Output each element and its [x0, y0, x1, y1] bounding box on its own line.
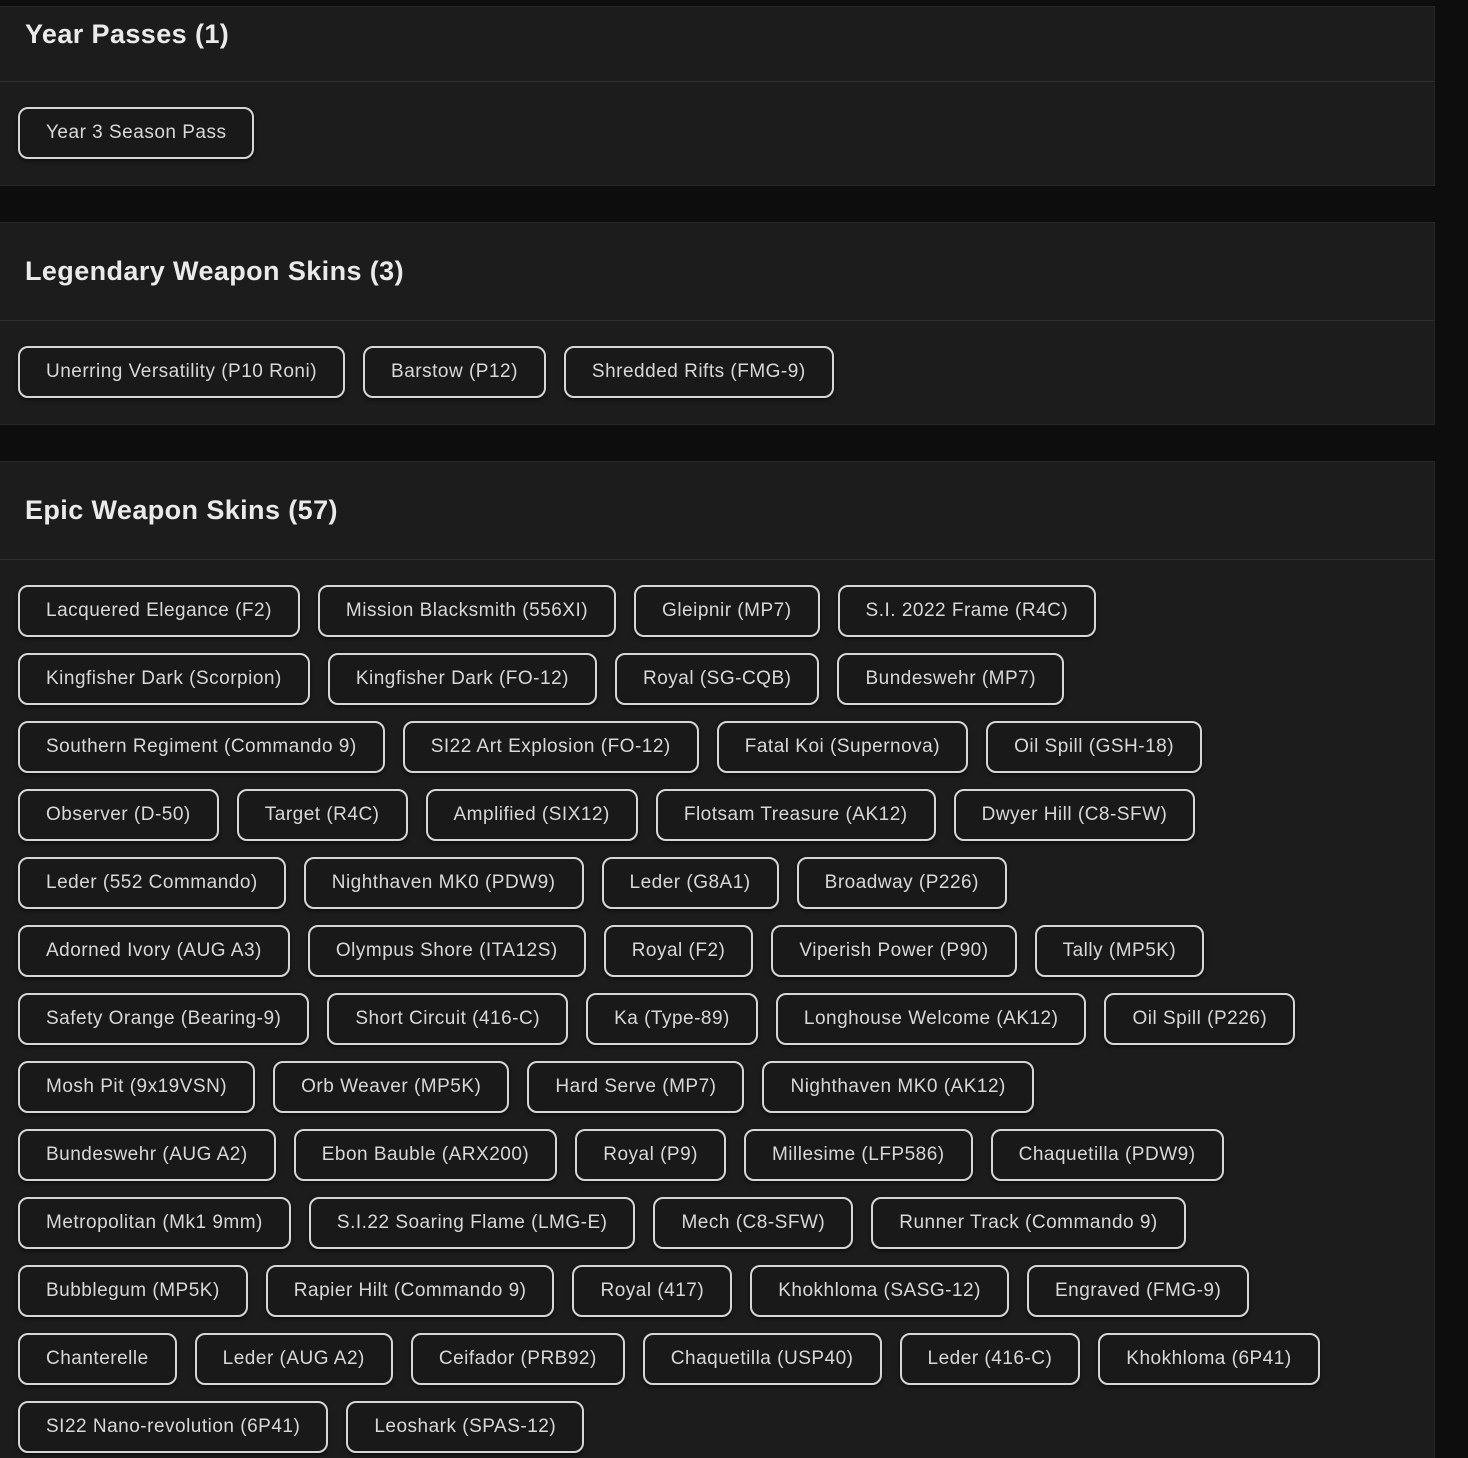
item-chip[interactable]: Leder (AUG A2) — [194, 1333, 393, 1385]
item-chip[interactable]: Royal (F2) — [603, 925, 754, 977]
item-chip[interactable]: Barstow (P12) — [363, 346, 546, 398]
item-chip[interactable]: Flotsam Treasure (AK12) — [655, 789, 936, 841]
chip-row: Lacquered Elegance (F2) Mission Blacksmit… — [18, 585, 1416, 637]
item-chip[interactable]: Leoshark (SPAS-12) — [346, 1401, 585, 1453]
section-items: Unerring Versatility (P10 Roni) Barstow (… — [0, 321, 1434, 424]
item-chip[interactable]: Leder (552 Commando) — [18, 857, 286, 909]
item-chip[interactable]: Ebon Bauble (ARX200) — [293, 1129, 558, 1181]
item-chip[interactable]: Unerring Versatility (P10 Roni) — [18, 346, 346, 398]
item-chip[interactable]: Shredded Rifts (FMG-9) — [563, 346, 834, 398]
section-card-epic-weapon-skins: Epic Weapon Skins (57) Lacquered Elegance… — [0, 461, 1435, 1458]
item-chip[interactable]: Safety Orange (Bearing-9) — [18, 993, 310, 1045]
item-chip[interactable]: Chaquetilla (PDW9) — [990, 1129, 1224, 1181]
item-chip[interactable]: Oil Spill (P226) — [1104, 993, 1296, 1045]
item-chip[interactable]: Leder (416-C) — [899, 1333, 1081, 1385]
item-chip[interactable]: Chaquetilla (USP40) — [642, 1333, 882, 1385]
item-chip[interactable]: Khokhloma (SASG-12) — [750, 1265, 1009, 1317]
section-header: Epic Weapon Skins (57) — [0, 462, 1434, 560]
item-chip[interactable]: Short Circuit (416-C) — [327, 993, 569, 1045]
item-chip[interactable]: Chanterelle — [18, 1333, 177, 1385]
item-chip[interactable]: Mission Blacksmith (556XI) — [317, 585, 617, 637]
item-chip[interactable]: Royal (417) — [572, 1265, 733, 1317]
chip-row: SI22 Nano-revolution (6P41) Leoshark (SPA… — [18, 1401, 1416, 1453]
section-card-legendary-weapon-skins: Legendary Weapon Skins (3) Unerring Versa… — [0, 222, 1435, 425]
item-chip[interactable]: Engraved (FMG-9) — [1026, 1265, 1250, 1317]
item-chip[interactable]: Gleipnir (MP7) — [634, 585, 820, 637]
section-header: Year Passes (1) — [0, 7, 1434, 82]
chip-row: Bubblegum (MP5K) Rapier Hilt (Commando 9)… — [18, 1265, 1416, 1317]
chip-row: Observer (D-50) Target (R4C) Amplified (SI… — [18, 789, 1416, 841]
item-chip[interactable]: Bubblegum (MP5K) — [18, 1265, 248, 1317]
chip-row: Unerring Versatility (P10 Roni) Barstow (… — [18, 346, 1416, 398]
item-chip[interactable]: Bundeswehr (AUG A2) — [18, 1129, 276, 1181]
section-items: Lacquered Elegance (F2) Mission Blacksmit… — [0, 560, 1434, 1458]
item-chip[interactable]: Observer (D-50) — [18, 789, 219, 841]
chip-row: Bundeswehr (AUG A2) Ebon Bauble (ARX200) R… — [18, 1129, 1416, 1181]
chip-row: Chanterelle Leder (AUG A2) Ceifador (PRB92… — [18, 1333, 1416, 1385]
section-header: Legendary Weapon Skins (3) — [0, 223, 1434, 321]
section-heading: Epic Weapon Skins (57) — [25, 495, 338, 525]
item-chip[interactable]: Hard Serve (MP7) — [527, 1061, 745, 1113]
chip-row: Safety Orange (Bearing-9) Short Circuit (… — [18, 993, 1416, 1045]
section-list: Year Passes (1) Year 3 Season Pass Legenda… — [0, 6, 1468, 1458]
item-chip[interactable]: Khokhloma (6P41) — [1098, 1333, 1320, 1385]
item-chip[interactable]: Fatal Koi (Supernova) — [716, 721, 969, 773]
item-chip[interactable]: Viperish Power (P90) — [771, 925, 1017, 977]
chip-row: Leder (552 Commando) Nighthaven MK0 (PDW9… — [18, 857, 1416, 909]
item-chip[interactable]: Broadway (P226) — [796, 857, 1007, 909]
section-heading: Year Passes (1) — [25, 19, 230, 49]
item-chip[interactable]: Royal (SG-CQB) — [614, 653, 820, 705]
section-heading: Legendary Weapon Skins (3) — [25, 256, 404, 286]
item-chip[interactable]: Kingfisher Dark (FO-12) — [327, 653, 597, 705]
chip-row: Adorned Ivory (AUG A3) Olympus Shore (ITA… — [18, 925, 1416, 977]
item-chip[interactable]: Tally (MP5K) — [1034, 925, 1205, 977]
item-chip[interactable]: Target (R4C) — [236, 789, 408, 841]
item-chip[interactable]: Year 3 Season Pass — [18, 107, 255, 159]
chip-row: Metropolitan (Mk1 9mm) S.I.22 Soaring Fla… — [18, 1197, 1416, 1249]
item-chip[interactable]: Adorned Ivory (AUG A3) — [18, 925, 290, 977]
chip-row: Southern Regiment (Commando 9) SI22 Art E… — [18, 721, 1416, 773]
item-chip[interactable]: Runner Track (Commando 9) — [871, 1197, 1186, 1249]
item-chip[interactable]: Royal (P9) — [575, 1129, 726, 1181]
section-items: Year 3 Season Pass — [0, 82, 1434, 185]
item-chip[interactable]: Olympus Shore (ITA12S) — [307, 925, 586, 977]
item-chip[interactable]: Ceifador (PRB92) — [410, 1333, 625, 1385]
item-chip[interactable]: Bundeswehr (MP7) — [837, 653, 1065, 705]
item-chip[interactable]: SI22 Art Explosion (FO-12) — [402, 721, 699, 773]
section-card-year-passes: Year Passes (1) Year 3 Season Pass — [0, 6, 1435, 186]
item-chip[interactable]: SI22 Nano-revolution (6P41) — [18, 1401, 329, 1453]
item-chip[interactable]: Orb Weaver (MP5K) — [273, 1061, 510, 1113]
item-chip[interactable]: Dwyer Hill (C8-SFW) — [953, 789, 1196, 841]
item-chip[interactable]: Kingfisher Dark (Scorpion) — [18, 653, 310, 705]
item-chip[interactable]: Southern Regiment (Commando 9) — [18, 721, 385, 773]
item-chip[interactable]: S.I. 2022 Frame (R4C) — [837, 585, 1097, 637]
item-chip[interactable]: Ka (Type-89) — [586, 993, 758, 1045]
item-chip[interactable]: Nighthaven MK0 (PDW9) — [303, 857, 584, 909]
item-chip[interactable]: Amplified (SIX12) — [425, 789, 638, 841]
item-chip[interactable]: Rapier Hilt (Commando 9) — [265, 1265, 555, 1317]
item-chip[interactable]: Longhouse Welcome (AK12) — [775, 993, 1087, 1045]
item-chip[interactable]: S.I.22 Soaring Flame (LMG-E) — [308, 1197, 636, 1249]
item-chip[interactable]: Lacquered Elegance (F2) — [18, 585, 300, 637]
item-chip[interactable]: Metropolitan (Mk1 9mm) — [18, 1197, 291, 1249]
item-chip[interactable]: Mech (C8-SFW) — [653, 1197, 854, 1249]
item-chip[interactable]: Nighthaven MK0 (AK12) — [762, 1061, 1034, 1113]
item-chip[interactable]: Millesime (LFP586) — [743, 1129, 973, 1181]
chip-row: Year 3 Season Pass — [18, 107, 1416, 159]
item-chip[interactable]: Mosh Pit (9x19VSN) — [18, 1061, 256, 1113]
item-chip[interactable]: Oil Spill (GSH-18) — [986, 721, 1203, 773]
chip-row: Mosh Pit (9x19VSN) Orb Weaver (MP5K) Hard … — [18, 1061, 1416, 1113]
chip-row: Kingfisher Dark (Scorpion) Kingfisher Dar… — [18, 653, 1416, 705]
item-chip[interactable]: Leder (G8A1) — [601, 857, 779, 909]
